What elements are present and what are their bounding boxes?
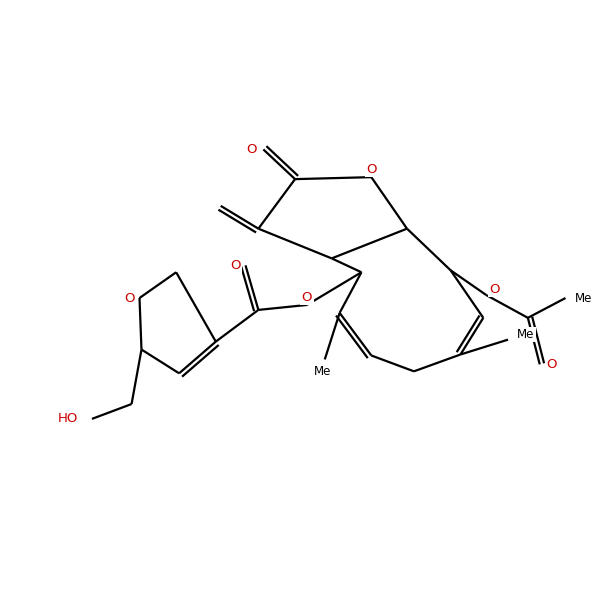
- Text: O: O: [366, 163, 377, 176]
- Text: Me: Me: [314, 365, 331, 378]
- Text: O: O: [489, 283, 499, 296]
- Text: O: O: [246, 143, 257, 156]
- Text: HO: HO: [58, 412, 78, 425]
- Text: O: O: [124, 292, 135, 305]
- Text: Me: Me: [517, 328, 535, 341]
- Text: O: O: [547, 358, 557, 371]
- Text: O: O: [230, 259, 241, 272]
- Text: Me: Me: [575, 292, 592, 305]
- Text: O: O: [302, 290, 312, 304]
